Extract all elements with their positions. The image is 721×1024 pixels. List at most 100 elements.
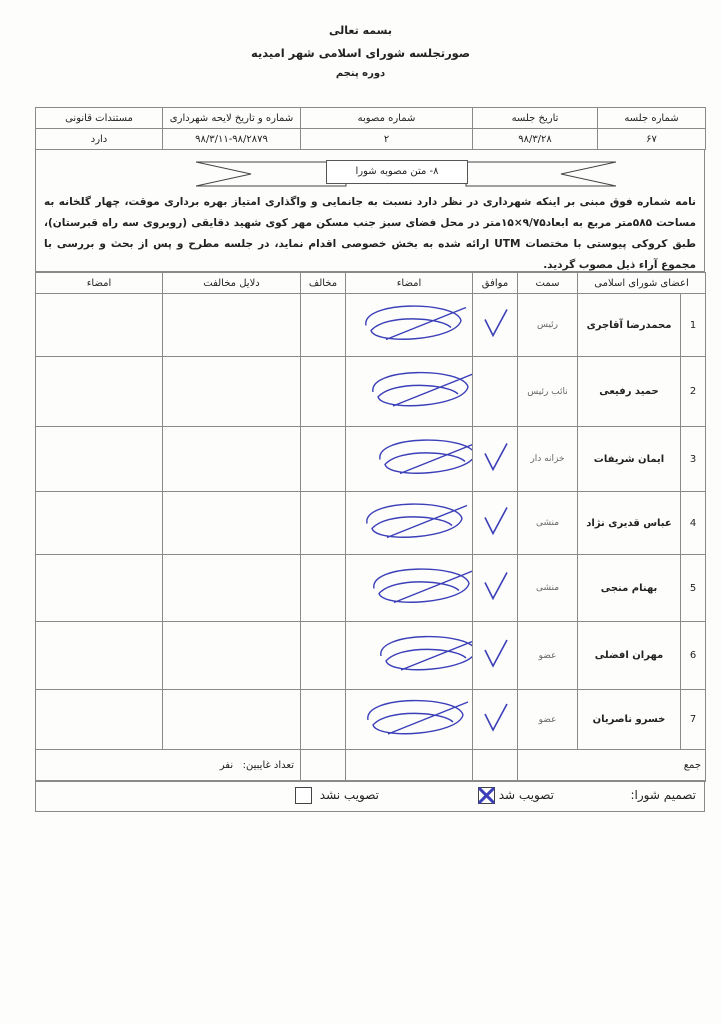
- member-number: 3: [680, 426, 707, 492]
- absent-count: تعداد غایبین: نفر: [35, 749, 301, 782]
- agree-cell: [472, 293, 518, 357]
- member-number: 5: [680, 554, 707, 622]
- members-vote-table: اعضای شورای اسلامی سمت موافق امضاء مخالف…: [35, 272, 707, 782]
- member-row: 6 مهران افضلی عضو: [35, 621, 707, 690]
- resolution-text: نامه شماره فوق مبنی بر اینکه شهرداری در …: [44, 196, 696, 271]
- checkmark-icon: [484, 639, 508, 668]
- signature-icon: [380, 635, 472, 671]
- header-resolution-number: شماره مصوبه: [300, 107, 473, 129]
- member-row: 7 خسرو ناصریان عضو: [35, 689, 707, 750]
- decision-label: تصمیم شورا:: [630, 788, 696, 802]
- member-number: 7: [680, 689, 707, 750]
- signature-cell: [345, 621, 473, 690]
- signature-icon: [379, 439, 472, 475]
- signature-cell: [345, 491, 473, 555]
- member-role: نائب رئیس: [517, 356, 578, 427]
- signature-cell: [345, 356, 473, 427]
- oppose-cell: [300, 689, 346, 750]
- resolution-title: ۸- متن مصوبه شورا: [326, 160, 468, 184]
- header-meeting-number: شماره جلسه: [597, 107, 706, 129]
- header-oppose: مخالف: [300, 272, 346, 294]
- sum-label: جمع: [516, 749, 707, 782]
- agree-cell: [472, 621, 518, 690]
- signature-cell: [345, 293, 473, 357]
- oppose-cell: [300, 356, 346, 427]
- member-role: رئیس: [517, 293, 578, 357]
- member-role: منشی: [517, 491, 578, 555]
- opposition-signature-cell: [35, 293, 163, 357]
- absent-unit: نفر: [219, 760, 234, 771]
- member-name: مهران افضلی: [576, 621, 682, 690]
- approved-option[interactable]: تصویب شد: [477, 787, 554, 804]
- checkmark-icon: [484, 507, 508, 536]
- signature-icon: [367, 699, 469, 735]
- signature-cell: [345, 554, 473, 622]
- agree-cell: [472, 426, 518, 492]
- rejected-checkbox[interactable]: [295, 787, 313, 804]
- member-row: 4 عباس قدیری نژاد منشی: [35, 491, 707, 555]
- meeting-number: ۶۷: [597, 128, 706, 150]
- meeting-date: ۹۸/۳/۲۸: [472, 128, 598, 150]
- header-basmala: بسمه تعالی: [329, 24, 392, 37]
- header-bill-number-date: شماره و تاریخ لایحه شهرداری: [162, 107, 301, 129]
- sum-oppose: [300, 749, 346, 782]
- opposition-reason-cell: [162, 689, 301, 750]
- opposition-signature-cell: [35, 689, 163, 750]
- header-term: دوره پنجم: [335, 68, 386, 79]
- agree-cell: [472, 554, 518, 622]
- opposition-signature-cell: [35, 621, 163, 690]
- header-legal-docs: مستندات قانونی: [35, 107, 163, 129]
- approved-checkbox[interactable]: [477, 787, 495, 804]
- member-row: 3 ایمان شریفات خزانه دار: [35, 426, 707, 492]
- agree-cell: [472, 491, 518, 555]
- header-meeting-date: تاریخ جلسه: [472, 107, 598, 129]
- rejected-label: تصویب نشد: [319, 788, 379, 802]
- approved-label: تصویب شد: [498, 788, 554, 802]
- oppose-cell: [300, 293, 346, 357]
- x-mark-icon: [477, 787, 495, 804]
- member-name: حمید رفیعی: [576, 356, 682, 427]
- oppose-cell: [300, 491, 346, 555]
- opposition-reason-cell: [162, 356, 301, 427]
- member-name: عباس قدیری نژاد: [576, 491, 682, 555]
- member-row: 2 حمید رفیعی نائب رئیس: [35, 356, 707, 427]
- header-agree: موافق: [472, 272, 518, 294]
- oppose-cell: [300, 426, 346, 492]
- signature-icon: [365, 305, 467, 341]
- member-number: 4: [680, 491, 707, 555]
- checkmark-icon: [484, 703, 508, 732]
- member-name: محمدرضا آقاجری: [576, 293, 682, 357]
- opposition-signature-cell: [35, 554, 163, 622]
- member-row: 1 محمدرضا آقاجری رئیس: [35, 293, 707, 357]
- rejected-option[interactable]: تصویب نشد: [295, 787, 379, 804]
- opposition-reason-cell: [162, 491, 301, 555]
- opposition-reason-cell: [162, 621, 301, 690]
- agree-cell: [472, 356, 518, 427]
- opposition-reason-cell: [162, 426, 301, 492]
- agree-cell: [472, 689, 518, 750]
- legal-docs: دارد: [35, 128, 163, 150]
- opposition-reason-cell: [162, 293, 301, 357]
- header-opposition-reasons: دلایل مخالفت: [162, 272, 301, 294]
- opposition-signature-cell: [35, 426, 163, 492]
- resolution-number: ۲: [300, 128, 473, 150]
- council-decision: تصمیم شورا: تصویب شد تصویب نشد: [35, 780, 705, 812]
- signature-cell: [345, 426, 473, 492]
- meeting-info-table: شماره جلسه تاریخ جلسه شماره مصوبه شماره …: [35, 107, 706, 150]
- member-name: بهنام منجی: [576, 554, 682, 622]
- sum-agree: [472, 749, 518, 782]
- header-role: سمت: [517, 272, 578, 294]
- checkmark-icon: [484, 309, 508, 338]
- bill-number-date: ۹۸/۳/۱۱-۹۸/۲۸۷۹: [162, 128, 301, 150]
- member-role: عضو: [517, 689, 578, 750]
- member-number: 1: [680, 293, 707, 357]
- header-title: صورتجلسه شورای اسلامی شهر امیدیه: [250, 46, 471, 60]
- member-role: منشی: [517, 554, 578, 622]
- member-name: ایمان شریفات: [576, 426, 682, 492]
- signature-icon: [372, 371, 472, 407]
- resolution-section: ۸- متن مصوبه شورا نامه شماره فوق مبنی بر…: [35, 150, 705, 272]
- member-number: 6: [680, 621, 707, 690]
- signature-cell: [345, 689, 473, 750]
- member-number: 2: [680, 356, 707, 427]
